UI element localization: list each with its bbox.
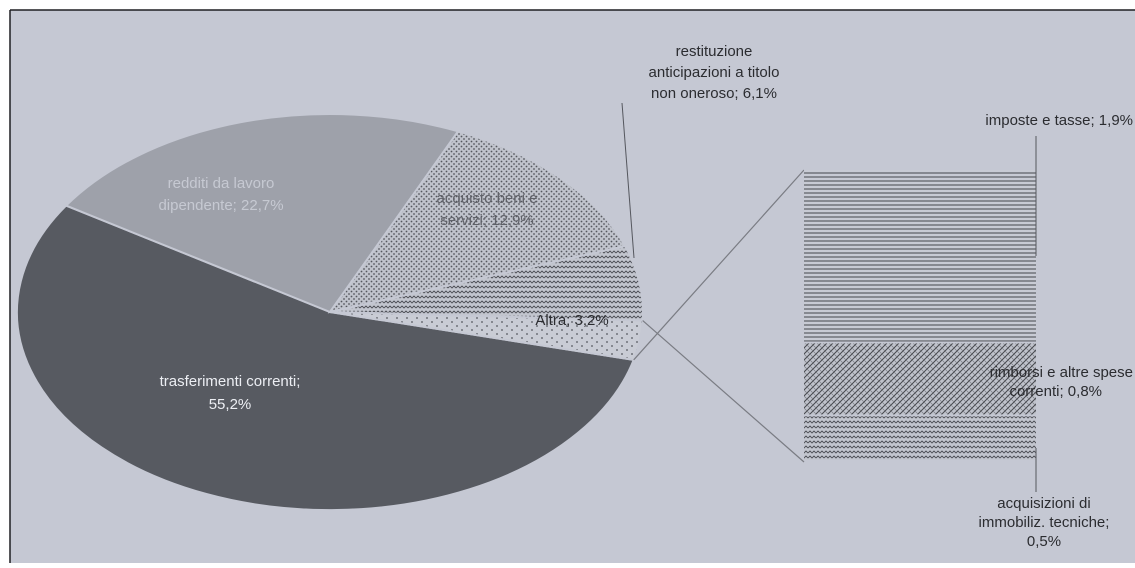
label-acquisizioni-line1: acquisizioni di (997, 495, 1090, 512)
label-imposte: imposte e tasse; 1,9% (985, 112, 1133, 129)
label-acquisto-line2: servizi; 12,9% (440, 212, 533, 229)
pie-slice-2 (327, 130, 627, 314)
label-trasferimenti-line2: 55,2% (209, 396, 252, 413)
leader-line-restituzione (621, 102, 635, 259)
label-rimborsi-line2: correnti; 0,8% (1009, 383, 1102, 400)
breakdown-bar (804, 170, 1036, 460)
label-restituzione-line3: non oneroso; 6,1% (651, 85, 777, 102)
label-acquisizioni-line3: 0,5% (1027, 533, 1061, 550)
label-acquisizioni-line2: immobiliz. tecniche; (979, 514, 1110, 531)
connector-bottom (642, 320, 805, 463)
pie (15, 112, 644, 512)
label-restituzione-line1: restituzione (676, 43, 753, 60)
bar-segment-1 (804, 343, 1036, 415)
label-restituzione-line2: anticipazioni a titolo (649, 64, 780, 81)
pie-slice-0 (15, 204, 636, 512)
label-acquisto-line1: acquisto beni e (437, 190, 538, 207)
connector-lines (633, 169, 805, 463)
label-redditi-line1: redditi da lavoro (168, 175, 275, 192)
label-rimborsi-line1: rimborsi e altre spese (990, 364, 1133, 381)
bar-segment-0 (804, 170, 1036, 342)
label-trasferimenti-line1: trasferimenti correnti; (160, 373, 301, 390)
bar-segment-2 (804, 416, 1036, 460)
connector-top (633, 169, 805, 361)
pie-slice-3 (329, 244, 644, 322)
pie-slice-1 (64, 112, 460, 314)
label-altra: Altra; 3,2% (535, 312, 608, 329)
label-redditi-line2: dipendente; 22,7% (158, 197, 283, 214)
